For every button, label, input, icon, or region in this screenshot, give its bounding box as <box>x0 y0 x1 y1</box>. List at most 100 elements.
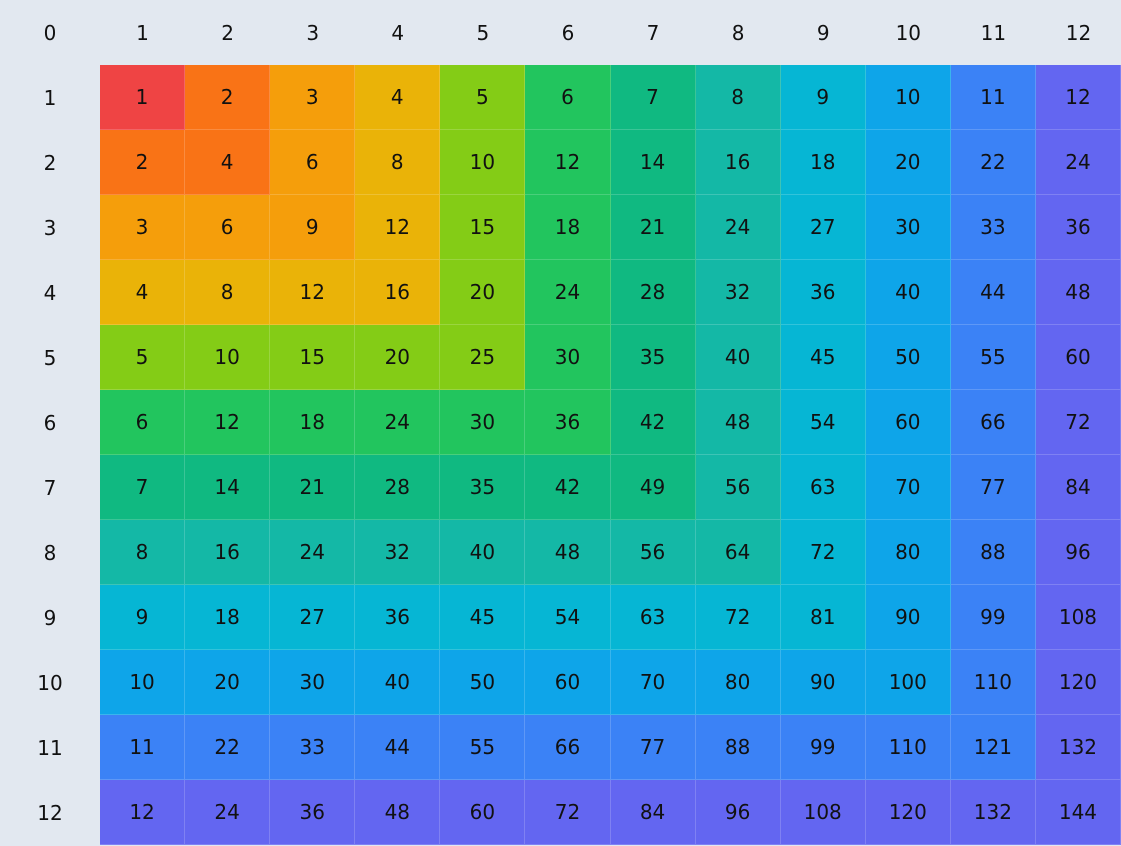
cell: 54 <box>525 585 611 650</box>
column-header: 8 <box>695 0 781 65</box>
cell: 6 <box>185 195 271 260</box>
cell: 96 <box>695 780 781 845</box>
cell: 4 <box>185 130 271 195</box>
column-header: 5 <box>440 0 526 65</box>
cell: 12 <box>270 260 356 325</box>
cell: 24 <box>525 260 611 325</box>
cell: 21 <box>270 455 356 520</box>
cell: 16 <box>185 520 271 585</box>
cell: 88 <box>695 715 781 780</box>
cell: 44 <box>950 260 1036 325</box>
cell: 45 <box>780 325 866 390</box>
cell: 100 <box>865 650 951 715</box>
cell: 80 <box>695 650 781 715</box>
cell: 28 <box>355 455 441 520</box>
row-header: 11 <box>0 715 100 780</box>
cell: 10 <box>185 325 271 390</box>
cell: 24 <box>185 780 271 845</box>
cell: 3 <box>270 65 356 130</box>
cell: 72 <box>1035 390 1121 455</box>
cell: 33 <box>950 195 1036 260</box>
column-header: 12 <box>1035 0 1121 65</box>
cell: 22 <box>950 130 1036 195</box>
cell: 36 <box>780 260 866 325</box>
cell: 70 <box>865 455 951 520</box>
row-header: 1 <box>0 65 100 130</box>
cell: 77 <box>610 715 696 780</box>
cell: 7 <box>610 65 696 130</box>
cell: 8 <box>355 130 441 195</box>
cell: 72 <box>525 780 611 845</box>
cell: 40 <box>440 520 526 585</box>
cell: 90 <box>865 585 951 650</box>
cell: 18 <box>525 195 611 260</box>
cell: 6 <box>100 390 186 455</box>
cell: 84 <box>1035 455 1121 520</box>
cell: 110 <box>950 650 1036 715</box>
column-header: 4 <box>355 0 441 65</box>
cell: 1 <box>100 65 186 130</box>
cell: 55 <box>950 325 1036 390</box>
cell: 49 <box>610 455 696 520</box>
cell: 20 <box>355 325 441 390</box>
cell: 5 <box>440 65 526 130</box>
column-header: 1 <box>100 0 186 65</box>
cell: 10 <box>440 130 526 195</box>
cell: 20 <box>185 650 271 715</box>
column-header: 2 <box>185 0 271 65</box>
cell: 24 <box>695 195 781 260</box>
cell: 14 <box>185 455 271 520</box>
column-header: 3 <box>270 0 356 65</box>
cell: 48 <box>1035 260 1121 325</box>
cell: 25 <box>440 325 526 390</box>
cell: 8 <box>100 520 186 585</box>
cell: 30 <box>865 195 951 260</box>
cell: 15 <box>270 325 356 390</box>
cell: 4 <box>355 65 441 130</box>
cell: 11 <box>950 65 1036 130</box>
cell: 120 <box>1035 650 1121 715</box>
cell: 90 <box>780 650 866 715</box>
cell: 33 <box>270 715 356 780</box>
cell: 9 <box>270 195 356 260</box>
cell: 32 <box>695 260 781 325</box>
cell: 44 <box>355 715 441 780</box>
cell: 50 <box>865 325 951 390</box>
cell: 12 <box>355 195 441 260</box>
cell: 88 <box>950 520 1036 585</box>
cell: 24 <box>355 390 441 455</box>
cell: 27 <box>270 585 356 650</box>
row-header: 8 <box>0 520 100 585</box>
cell: 16 <box>355 260 441 325</box>
cell: 28 <box>610 260 696 325</box>
cell: 7 <box>100 455 186 520</box>
cell: 81 <box>780 585 866 650</box>
cell: 30 <box>270 650 356 715</box>
cell: 32 <box>355 520 441 585</box>
cell: 63 <box>780 455 866 520</box>
cell: 48 <box>525 520 611 585</box>
column-header: 10 <box>865 0 951 65</box>
cell: 48 <box>695 390 781 455</box>
row-header: 2 <box>0 130 100 195</box>
cell: 18 <box>185 585 271 650</box>
cell: 4 <box>100 260 186 325</box>
cell: 18 <box>780 130 866 195</box>
row-header: 7 <box>0 455 100 520</box>
cell: 40 <box>865 260 951 325</box>
cell: 66 <box>950 390 1036 455</box>
cell: 72 <box>695 585 781 650</box>
cell: 10 <box>100 650 186 715</box>
cell: 35 <box>440 455 526 520</box>
cell: 21 <box>610 195 696 260</box>
row-header: 6 <box>0 390 100 455</box>
cell: 60 <box>440 780 526 845</box>
cell: 120 <box>865 780 951 845</box>
cell: 144 <box>1035 780 1121 845</box>
cell: 54 <box>780 390 866 455</box>
row-header: 4 <box>0 260 100 325</box>
cell: 84 <box>610 780 696 845</box>
cell: 20 <box>865 130 951 195</box>
cell: 108 <box>780 780 866 845</box>
cell: 60 <box>1035 325 1121 390</box>
